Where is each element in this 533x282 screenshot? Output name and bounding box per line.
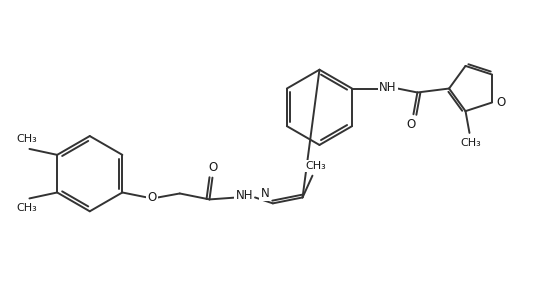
Text: O: O xyxy=(496,96,506,109)
Text: O: O xyxy=(209,161,218,174)
Text: NH: NH xyxy=(236,189,253,202)
Text: CH₃: CH₃ xyxy=(305,161,326,171)
Text: CH₃: CH₃ xyxy=(16,134,37,144)
Text: CH₃: CH₃ xyxy=(16,203,37,213)
Text: O: O xyxy=(407,118,416,131)
Text: N: N xyxy=(261,187,269,200)
Text: O: O xyxy=(148,191,157,204)
Text: NH: NH xyxy=(379,81,397,94)
Text: CH₃: CH₃ xyxy=(460,138,481,148)
